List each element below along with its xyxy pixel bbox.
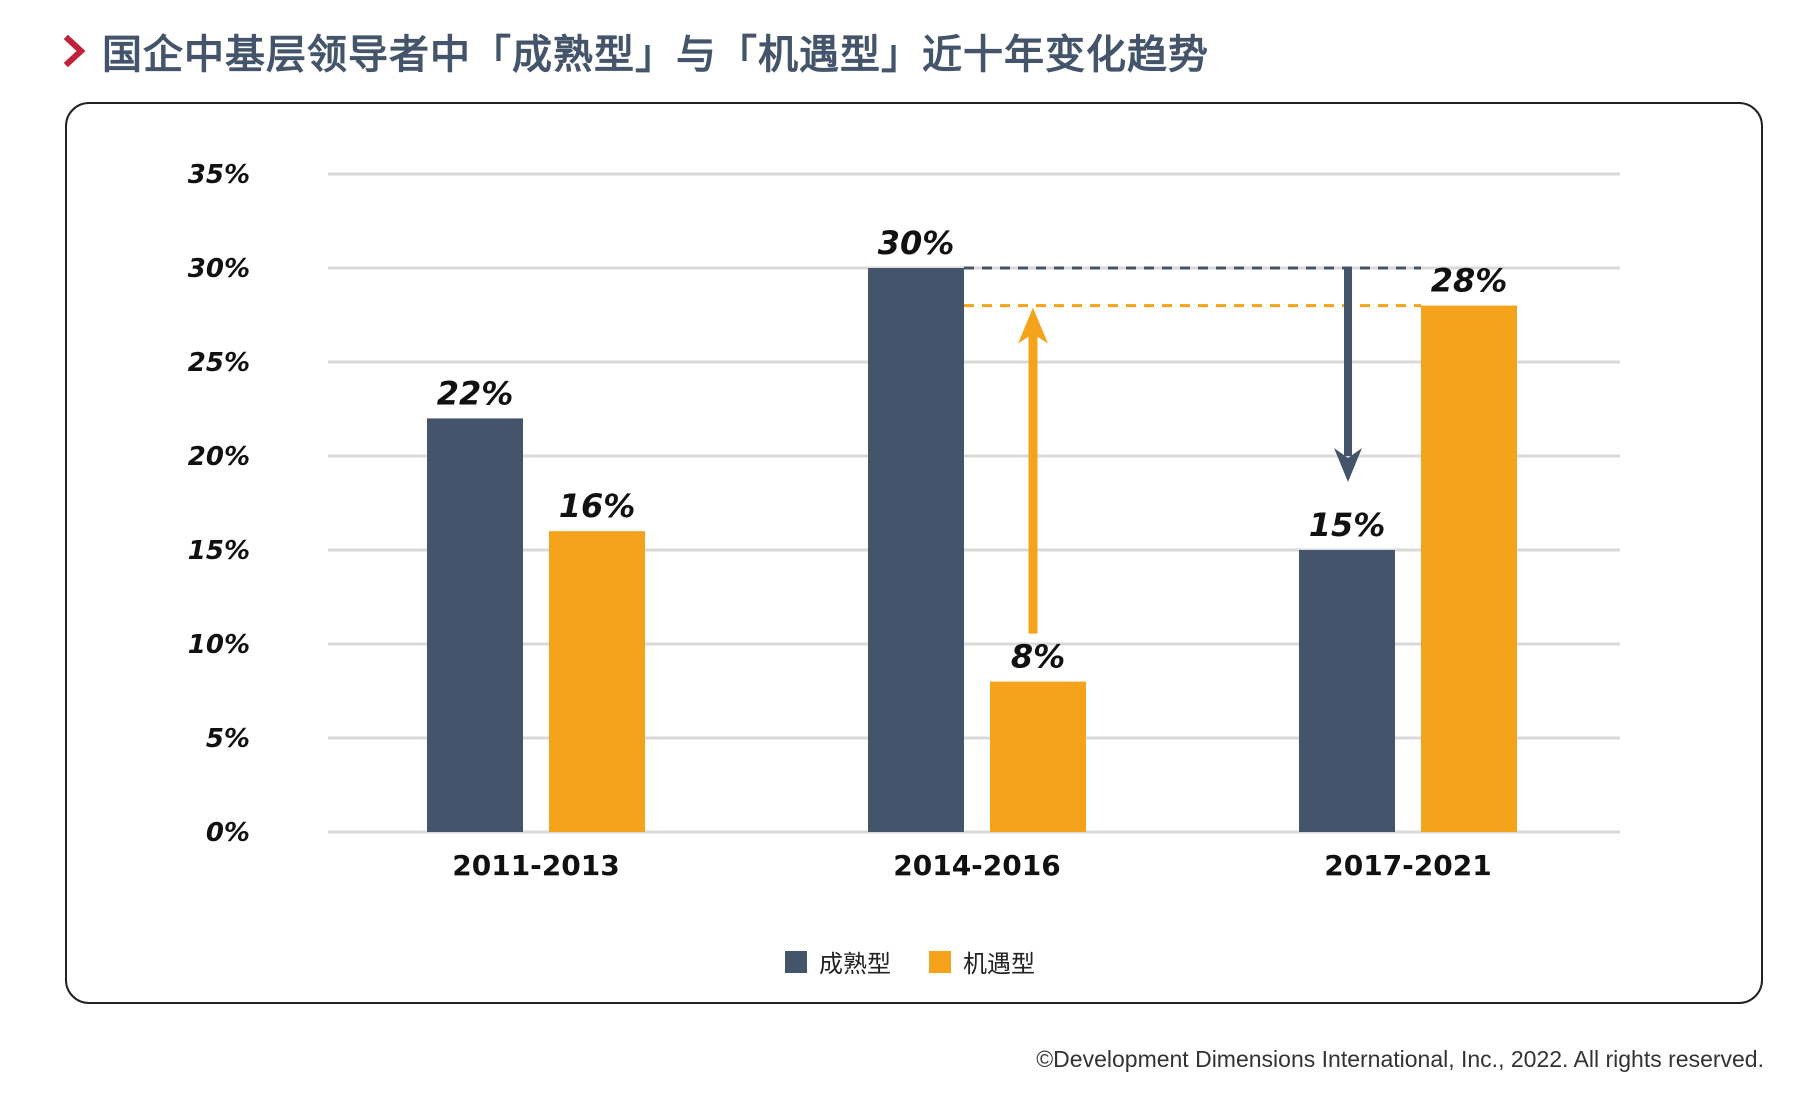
data-label: 15% (1309, 506, 1386, 544)
chevron-right-icon (63, 34, 86, 68)
chart-header: 国企中基层领导者中「成熟型」与「机遇型」近十年变化趋势 (62, 22, 1209, 80)
y-tick-label: 10% (188, 630, 250, 660)
data-label: 22% (437, 374, 514, 412)
data-label: 28% (1431, 262, 1508, 300)
legend-item-mature: 成熟型 (785, 944, 891, 979)
data-label: 30% (878, 224, 955, 262)
legend-swatch-opportunity (929, 950, 951, 973)
chart-title: 国企中基层领导者中「成熟型」与「机遇型」近十年变化趋势 (102, 32, 1209, 78)
x-tick-label: 2011-2013 (452, 849, 619, 882)
copyright-notice: ©Development Dimensions International, I… (1036, 1046, 1764, 1072)
y-tick-label: 30% (188, 254, 250, 284)
bar-mature-2014-2016 (868, 268, 964, 832)
bar-mature-2017-2021 (1299, 550, 1395, 832)
legend-label-mature: 成熟型 (819, 950, 891, 978)
y-tick-label: 0% (206, 818, 250, 848)
x-tick-label: 2014-2016 (893, 849, 1060, 882)
legend-label-opportunity: 机遇型 (963, 950, 1035, 978)
y-tick-label: 25% (188, 348, 250, 378)
bar-opportunity-2017-2021 (1421, 305, 1517, 833)
data-label: 8% (1011, 638, 1065, 676)
bar-mature-2011-2013 (427, 418, 523, 832)
trend-arrow-down-head (1334, 448, 1362, 482)
y-tick-label: 20% (188, 442, 250, 472)
y-tick-label: 5% (206, 724, 250, 754)
y-tick-label: 35% (188, 160, 250, 190)
legend-item-opportunity: 机遇型 (929, 944, 1035, 979)
trend-arrow-up-head (1018, 307, 1048, 344)
x-tick-label: 2017-2021 (1324, 849, 1491, 882)
y-tick-label: 15% (188, 536, 250, 566)
chart-legend: 成熟型 机遇型 (0, 944, 1820, 979)
bar-opportunity-2011-2013 (549, 531, 645, 832)
bar-opportunity-2014-2016 (990, 681, 1086, 832)
legend-swatch-mature (785, 950, 807, 973)
data-label: 16% (559, 487, 636, 525)
